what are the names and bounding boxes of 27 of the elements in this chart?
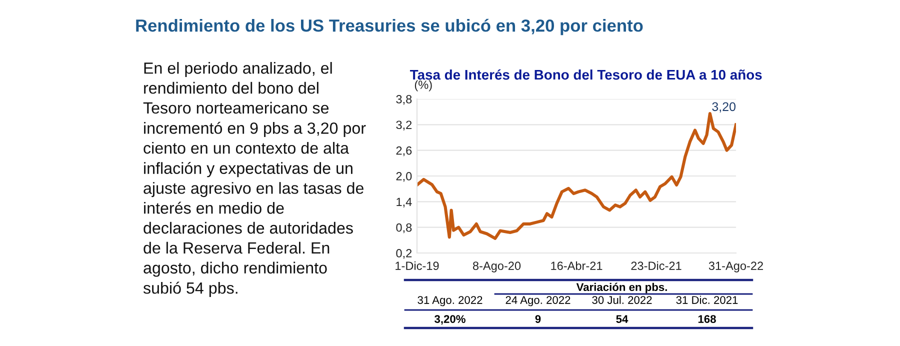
x-tick-label: 16-Abr-21 xyxy=(551,261,602,270)
y-tick-label: 3,2 xyxy=(396,120,412,130)
text: Rendimiento de los US Treasuries se ubicó en 3,20 por ciento xyxy=(136,18,643,36)
text: Variación en pbs. xyxy=(576,282,667,294)
text: En el periodo analizado, el rendimiento del bono del Tesoro norteamericano se incrementó en 9 pbs a 3,20 por ciento en un contexto de alta inflación y expectativas de un ajuste agresivo en las tasas de interés en medio de declaraciones de autoridades de la Reserva Federal. En agosto, dicho rendimiento subió 54 pbs. xyxy=(143,62,366,297)
text: 3,20% xyxy=(434,315,466,325)
y-tick-label: 3,8 xyxy=(396,95,412,105)
text: 9 xyxy=(535,315,541,323)
chart-title: Tasa de Interés de Bono del Tesoro de EUA a 10 años xyxy=(410,69,762,80)
text: 31 Dic. 2021 xyxy=(676,296,738,304)
y-tick-label: 2,6 xyxy=(396,146,412,156)
text: 54 xyxy=(616,315,628,323)
line-series xyxy=(417,112,736,240)
text: 31 Ago. 2022 xyxy=(418,296,482,306)
text: 30 Jul. 2022 xyxy=(592,296,652,304)
y-tick-label: 1,4 xyxy=(396,198,412,208)
x-tick-label: 8-Ago-20 xyxy=(472,262,521,272)
text: 24 Ago. 2022 xyxy=(506,296,570,306)
y-tick-label: 0,8 xyxy=(396,223,412,234)
annotation: 3,20 xyxy=(712,102,736,113)
text: 168 xyxy=(698,315,716,323)
y-tick-label: 0,2 xyxy=(396,249,412,259)
x-tick-label: 23-Dic-21 xyxy=(631,261,682,270)
y-axis-title: (%) xyxy=(414,80,432,92)
x-tick-label: 31-Ago-22 xyxy=(708,262,763,272)
y-tick-label: 2,0 xyxy=(396,172,412,182)
x-tick-label: 1-Dic-19 xyxy=(396,261,439,270)
